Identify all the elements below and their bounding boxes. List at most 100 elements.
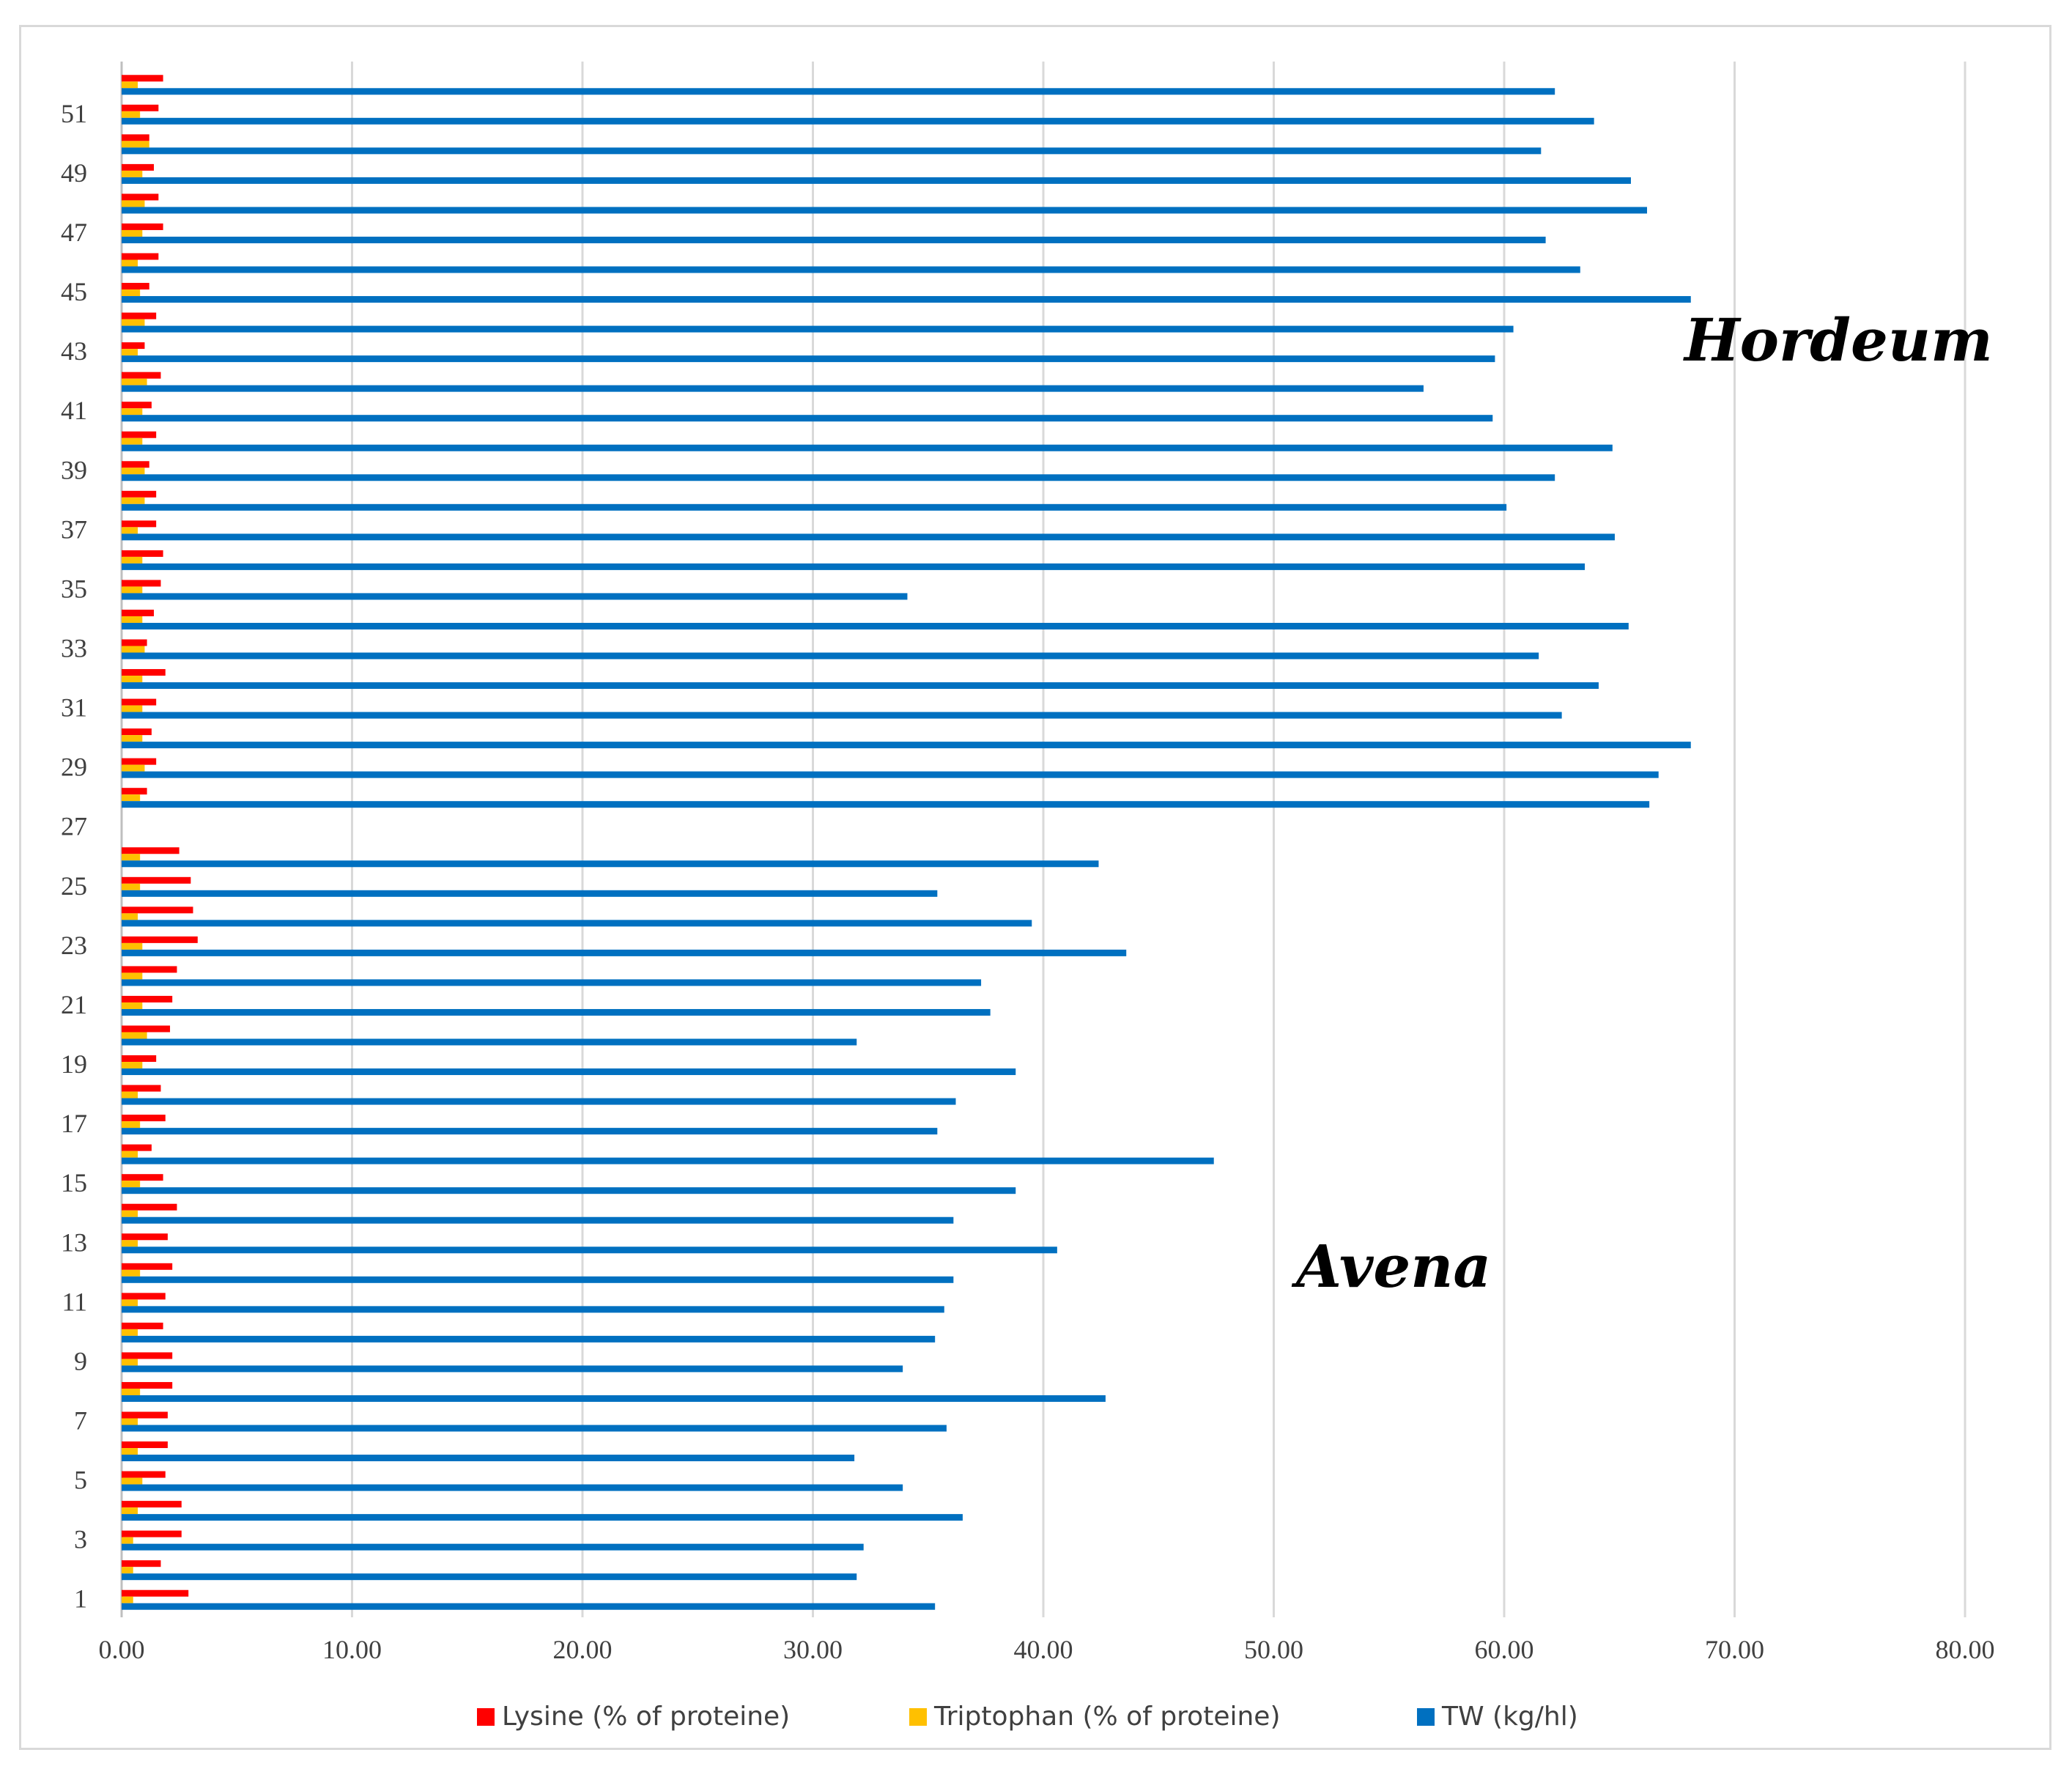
- x-tick-label: 60.00: [1475, 1635, 1534, 1664]
- chart-frame: 1 3 5 7 9 11 13 15 17 19 21 23 25 27 29 31 33 35 37 39 41 43 4…: [19, 25, 2051, 1750]
- bar-triptophan-42: [122, 378, 147, 385]
- bar-lysine-49: [122, 163, 155, 171]
- bar-lysine-21: [122, 995, 173, 1002]
- y-tick-label: 9: [74, 1346, 87, 1375]
- bar-lysine-38: [122, 490, 157, 498]
- bar-triptophan-8: [122, 1388, 141, 1395]
- bar-triptophan-44: [122, 319, 145, 326]
- bar-triptophan-35: [122, 586, 143, 594]
- bar-triptophan-40: [122, 437, 143, 445]
- bar-triptophan-49: [122, 170, 143, 177]
- bar-lysine-17: [122, 1115, 166, 1122]
- bar-tw-20: [122, 1038, 857, 1046]
- bar-triptophan-45: [122, 289, 141, 297]
- bar-lysine-45: [122, 283, 149, 290]
- bar-tw-10: [122, 1335, 936, 1343]
- bar-triptophan-39: [122, 468, 145, 475]
- bar-lysine-18: [122, 1085, 161, 1092]
- bar-lysine-32: [122, 669, 166, 676]
- bar-triptophan-52: [122, 81, 138, 89]
- bar-tw-14: [122, 1216, 954, 1224]
- bar-lysine-2: [122, 1560, 161, 1567]
- bar-tw-31: [122, 712, 1562, 719]
- bar-triptophan-2: [122, 1567, 133, 1574]
- bar-lysine-26: [122, 847, 180, 854]
- gridlines: [120, 62, 1966, 1617]
- x-tick-label: 40.00: [1014, 1635, 1073, 1664]
- bar-lysine-11: [122, 1293, 166, 1300]
- bar-tw-36: [122, 563, 1586, 570]
- y-tick-label: 41: [61, 396, 87, 425]
- bar-lysine-36: [122, 550, 163, 557]
- bar-triptophan-26: [122, 854, 141, 861]
- bar-lysine-43: [122, 342, 145, 350]
- bar-triptophan-24: [122, 913, 138, 920]
- x-tick-label: 80.00: [1936, 1635, 1995, 1664]
- bars: [122, 75, 1691, 1610]
- legend-swatch-2: [1417, 1708, 1435, 1726]
- y-tick-label: 19: [61, 1049, 87, 1079]
- y-tick-label: 29: [61, 753, 87, 782]
- bar-lysine-24: [122, 906, 193, 914]
- bar-tw-46: [122, 266, 1580, 273]
- bar-lysine-10: [122, 1322, 163, 1329]
- y-tick-label: 1: [74, 1584, 87, 1614]
- bar-tw-6: [122, 1455, 855, 1462]
- bar-lysine-3: [122, 1530, 182, 1537]
- bar-triptophan-7: [122, 1418, 138, 1425]
- bar-triptophan-31: [122, 705, 143, 712]
- bar-lysine-23: [122, 936, 198, 943]
- bar-triptophan-5: [122, 1477, 143, 1485]
- bar-lysine-40: [122, 431, 157, 438]
- bar-lysine-35: [122, 580, 161, 587]
- bar-lysine-14: [122, 1203, 177, 1211]
- bar-lysine-22: [122, 966, 177, 973]
- legend: Lysine (% of proteine) Triptophan (% of p…: [477, 1702, 1578, 1732]
- bar-tw-15: [122, 1187, 1016, 1194]
- bar-tw-5: [122, 1484, 903, 1491]
- y-tick-label: 45: [61, 277, 87, 306]
- bar-tw-1: [122, 1603, 936, 1610]
- bar-lysine-16: [122, 1144, 152, 1151]
- x-tick-label: 20.00: [553, 1635, 613, 1664]
- bar-triptophan-14: [122, 1210, 138, 1217]
- bar-triptophan-38: [122, 497, 145, 504]
- bar-tw-42: [122, 385, 1424, 392]
- y-tick-label: 11: [62, 1287, 87, 1316]
- bar-tw-34: [122, 622, 1629, 629]
- bar-triptophan-36: [122, 556, 143, 564]
- bar-tw-19: [122, 1068, 1016, 1076]
- y-tick-label: 5: [74, 1466, 87, 1495]
- bar-lysine-42: [122, 372, 161, 379]
- bar-tw-4: [122, 1514, 963, 1521]
- bar-triptophan-30: [122, 735, 143, 742]
- bar-tw-28: [122, 801, 1650, 808]
- bar-triptophan-3: [122, 1537, 133, 1544]
- bar-tw-51: [122, 117, 1594, 125]
- bar-tw-23: [122, 949, 1127, 956]
- bar-triptophan-41: [122, 408, 143, 416]
- bar-lysine-4: [122, 1501, 182, 1508]
- bar-lysine-19: [122, 1055, 157, 1063]
- bar-tw-41: [122, 415, 1493, 422]
- bar-lysine-29: [122, 758, 157, 765]
- x-tick-label: 10.00: [322, 1635, 382, 1664]
- bar-lysine-9: [122, 1352, 173, 1359]
- bar-triptophan-43: [122, 349, 138, 356]
- bar-triptophan-29: [122, 764, 145, 772]
- bar-lysine-41: [122, 402, 152, 409]
- bar-triptophan-21: [122, 1002, 143, 1009]
- bar-triptophan-37: [122, 527, 138, 534]
- bar-tw-17: [122, 1128, 938, 1135]
- bar-tw-16: [122, 1157, 1214, 1164]
- bar-triptophan-17: [122, 1121, 141, 1129]
- bar-tw-13: [122, 1247, 1057, 1254]
- bar-lysine-37: [122, 520, 157, 528]
- y-tick-label: 7: [74, 1406, 87, 1436]
- bar-tw-3: [122, 1543, 864, 1551]
- bar-triptophan-1: [122, 1596, 133, 1603]
- bar-lysine-25: [122, 876, 191, 884]
- bar-triptophan-19: [122, 1062, 143, 1069]
- bar-triptophan-34: [122, 616, 143, 623]
- legend-label-2: TW (kg/hl): [1441, 1702, 1578, 1732]
